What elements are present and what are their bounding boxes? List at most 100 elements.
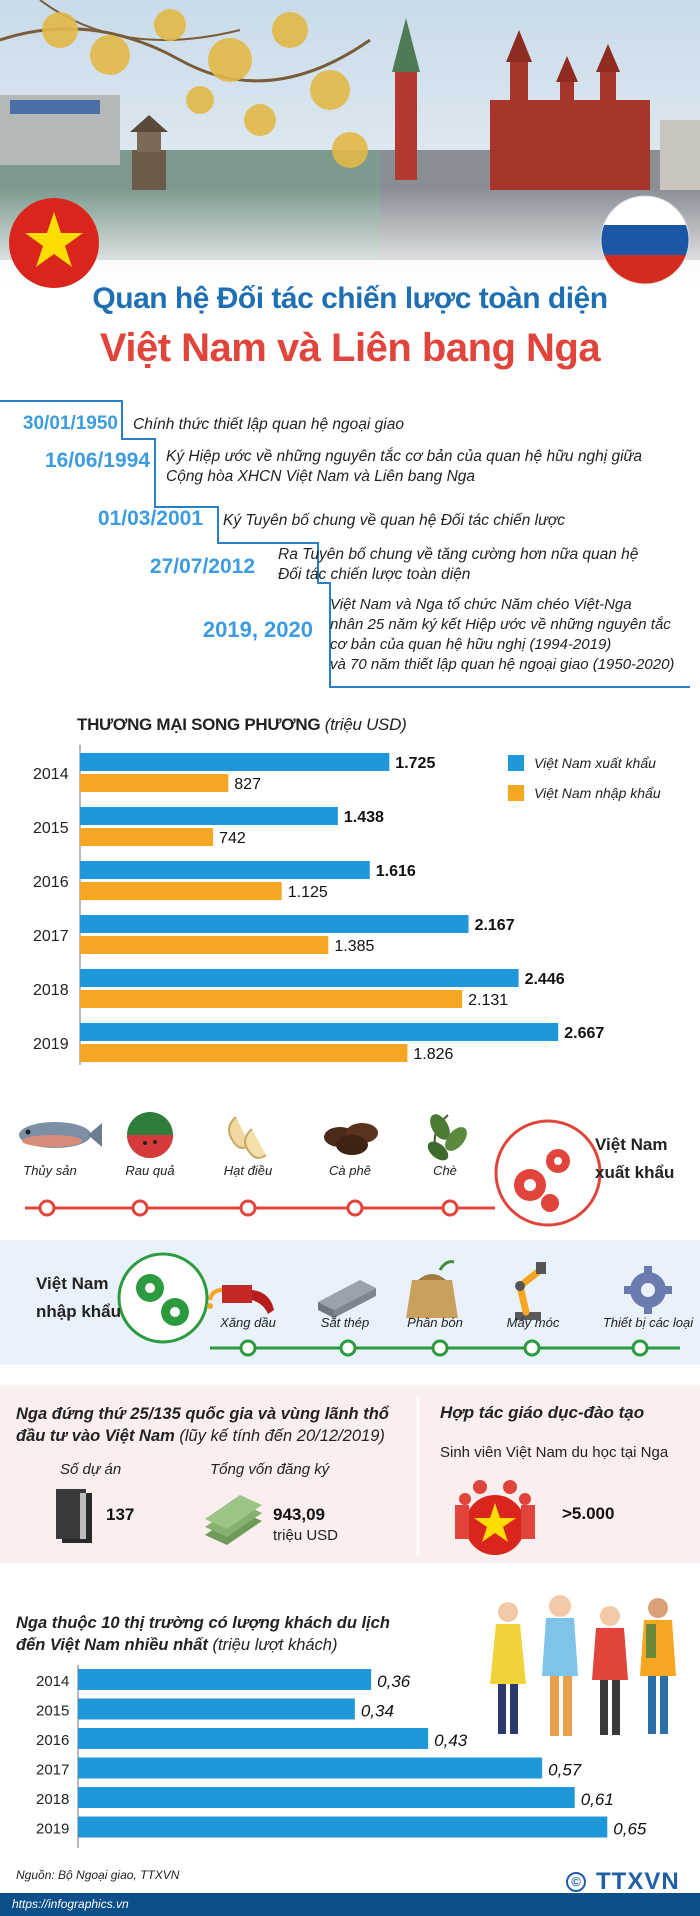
capital-label: Tổng vốn đăng ký: [210, 1461, 330, 1478]
site-link[interactable]: https://infographics.vn: [12, 1897, 129, 1911]
investment-heading-line-1: Nga đứng thứ 25/135 quốc gia và vùng lãn…: [16, 1405, 389, 1423]
import-label-steel: Sắt thép: [320, 1315, 370, 1330]
export-caption: Việt Nam xuất khẩu: [595, 1131, 674, 1187]
import-value-label: 1.826: [413, 1046, 453, 1063]
timeline-date-2019-2020: 2019, 2020: [202, 617, 313, 642]
legend-swatch-import: [508, 785, 524, 801]
import-value-label: 1.125: [288, 884, 328, 901]
export-value-label: 1.725: [395, 755, 435, 772]
timeline-event-2001: Ký Tuyên bố chung về quan hệ Đối tác chi…: [223, 511, 683, 531]
capital-value: 943,09: [273, 1505, 325, 1524]
timeline-staircase: [0, 400, 690, 688]
export-bar: [80, 1023, 559, 1041]
timeline-event-line: và 70 năm thiết lập quan hệ ngoại giao (…: [330, 656, 675, 673]
timeline-event-line: Ký Hiệp ước về những nguyên tắc cơ bản c…: [166, 448, 642, 465]
export-label-cashew: Hạt điều: [223, 1163, 273, 1178]
export-value-label: 2.446: [525, 971, 565, 988]
timeline-event-1994: Ký Hiệp ước về những nguyên tắc cơ bản c…: [166, 447, 696, 487]
coffee-bean-icon: [324, 1123, 378, 1155]
education-heading: Hợp tác giáo dục-đào tạo: [440, 1403, 645, 1422]
timeline-event-2019-2020: Việt Nam và Nga tổ chức Năm chéo Việt-Ng…: [330, 595, 698, 675]
tourism-heading-unit: (triệu lượt khách): [212, 1636, 338, 1654]
legend-label-export: Việt Nam xuất khẩu: [534, 755, 656, 771]
trade-year-label: 2015: [33, 820, 69, 837]
tourism-value-label: 0,57: [548, 1761, 582, 1780]
timeline-event-2012: Ra Tuyên bố chung về tăng cường hơn nữa …: [278, 545, 688, 585]
import-value-label: 1.385: [334, 938, 374, 955]
import-section: Việt Nam nhập khẩu Xăng dầu Sắt thép Phâ…: [0, 1240, 700, 1365]
gear-icon: [624, 1266, 672, 1314]
tourism-bar: [78, 1757, 543, 1779]
trade-year-label: 2019: [33, 1036, 69, 1053]
tourism-bar: [78, 1669, 372, 1690]
import-caption-line-1: Việt Nam: [36, 1274, 109, 1293]
tourism-bar: [78, 1787, 575, 1808]
legend-export: Việt Nam xuất khẩu: [508, 755, 656, 771]
timeline-event-line: Ra Tuyên bố chung về tăng cường hơn nữa …: [278, 546, 639, 563]
export-track-gears: [38, 1199, 459, 1217]
import-caption: Việt Nam nhập khẩu: [36, 1270, 121, 1326]
trade-year-label: 2016: [33, 874, 69, 891]
timeline-date-2012: 27/07/2012: [149, 555, 255, 578]
tourists-illustration: [490, 1595, 676, 1736]
import-value-label: 742: [219, 830, 246, 847]
ttxvn-logo: TTXVN: [596, 1868, 680, 1895]
legend-import: Việt Nam nhập khẩu: [508, 785, 661, 801]
tourism-value-label: 0,43: [434, 1731, 468, 1750]
timeline: 30/01/1950 Chính thức thiết lập quan hệ …: [0, 395, 700, 695]
investment-heading-line-2: đầu tư vào Việt Nam: [16, 1427, 175, 1445]
title-line-1: Quan hệ Đối tác chiến lược toàn diện: [92, 282, 608, 315]
document-stack-icon: [56, 1489, 92, 1543]
vietnam-flag-icon: [9, 198, 99, 288]
investment-education-section: [0, 1385, 700, 1563]
trade-chart-title: THƯƠNG MẠI SONG PHƯƠNG (triệu USD): [77, 715, 407, 735]
export-value-label: 1.616: [376, 863, 416, 880]
export-section: Thủy sản Rau quả Hạt điều Cà phê Chè Việ…: [0, 1095, 700, 1250]
steel-beam-icon: [318, 1280, 376, 1318]
export-value-label: 2.667: [564, 1025, 604, 1042]
source-note: Nguồn: Bộ Ngoại giao, TTXVN: [16, 1868, 180, 1882]
export-gear-ring: [494, 1119, 602, 1227]
tourism-value-label: 0,61: [581, 1790, 614, 1809]
import-bar: [80, 936, 329, 954]
tourism-heading-line-1: Nga thuộc 10 thị trường có lượng khách d…: [16, 1614, 390, 1632]
tourism-year-label: 2017: [36, 1762, 69, 1779]
hero-banner: [0, 0, 700, 290]
import-bar: [80, 882, 282, 900]
export-caption-line-1: Việt Nam: [595, 1135, 668, 1154]
trade-year-label: 2018: [33, 982, 69, 999]
timeline-event-1950: Chính thức thiết lập quan hệ ngoại giao: [133, 415, 673, 435]
tourist-group-icon: [490, 1595, 676, 1736]
timeline-event-line: Đối tác chiến lược toàn diện: [278, 566, 471, 583]
trade-year-label: 2014: [33, 766, 69, 783]
projects-label: Số dự án: [60, 1461, 122, 1478]
legend-label-import: Việt Nam nhập khẩu: [534, 785, 661, 801]
export-caption-line-2: xuất khẩu: [595, 1163, 675, 1182]
footer-bar: [0, 1893, 700, 1916]
money-stack-icon: [205, 1495, 262, 1545]
import-track-gears: [239, 1339, 649, 1357]
timeline-event-line: Chính thức thiết lập quan hệ ngoại giao: [133, 416, 404, 433]
export-bar: [80, 969, 519, 987]
import-label-fuel: Xăng dầu: [220, 1315, 276, 1330]
hero-illustration: [0, 0, 700, 290]
tourism-heading: Nga thuộc 10 thị trường có lượng khách d…: [16, 1612, 396, 1656]
import-value-label: 827: [234, 776, 261, 793]
tourism-value-label: 0,34: [361, 1702, 394, 1721]
education-value: >5.000: [562, 1504, 615, 1523]
export-value-label: 1.438: [344, 809, 384, 826]
cashew-icon: [228, 1116, 267, 1159]
timeline-event-line: Cộng hòa XHCN Việt Nam và Liên bang Nga: [166, 468, 476, 485]
trade-year-label: 2017: [33, 928, 69, 945]
tourism-year-label: 2015: [36, 1703, 69, 1720]
tourism-value-label: 0,65: [613, 1820, 647, 1839]
import-label-equipment: Thiết bị các loại: [602, 1315, 694, 1330]
timeline-date-1950: 30/01/1950: [22, 413, 118, 434]
tourism-year-label: 2018: [36, 1791, 69, 1808]
tourism-chart: 2014 0,36 2015 0,34 2016 0,43 2017 0,57 2018 0,61…: [0, 1665, 700, 1860]
import-caption-line-2: nhập khẩu: [36, 1302, 122, 1321]
timeline-date-2001: 01/03/2001: [97, 507, 203, 530]
watermelon-icon: [127, 1112, 173, 1158]
tourism-year-label: 2014: [36, 1673, 69, 1690]
import-label-fertilizer: Phân bón: [407, 1315, 463, 1330]
